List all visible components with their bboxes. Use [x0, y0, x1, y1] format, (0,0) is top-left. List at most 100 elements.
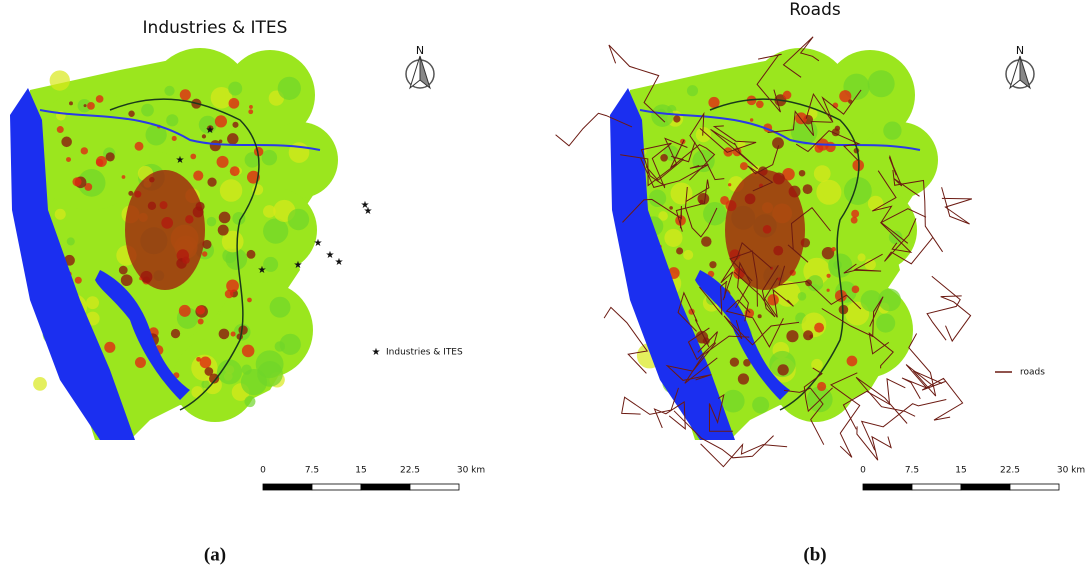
urban-patch [202, 251, 207, 256]
urban-patch [219, 212, 231, 224]
land-cover [811, 359, 823, 371]
urban-patch [210, 140, 221, 151]
land-cover [191, 386, 203, 398]
urban-patch [72, 177, 81, 186]
urban-patch [84, 104, 87, 107]
land-cover [241, 369, 267, 395]
land-cover [798, 292, 807, 301]
land-cover [703, 202, 726, 225]
urban-patch [69, 101, 73, 105]
urban-patch [87, 102, 95, 110]
urban-patch [783, 91, 792, 100]
urban-patch [242, 345, 255, 358]
urban-patch [247, 250, 256, 259]
map-title: Industries & ITES [143, 18, 288, 38]
land-cover [244, 396, 255, 407]
land-cover [263, 218, 288, 243]
urban-patch [227, 133, 238, 144]
urban-patch [247, 298, 252, 303]
urban-patch [851, 217, 858, 224]
urban-patch [57, 126, 64, 133]
land-cover [671, 183, 693, 205]
urban-patch [61, 137, 72, 148]
scale-segment [912, 484, 961, 490]
urban-patch [104, 342, 115, 353]
urban-patch [238, 325, 247, 334]
urban-patch [740, 162, 748, 170]
urban-patch [171, 329, 180, 338]
urban-patch [750, 118, 753, 121]
urban-patch [248, 109, 253, 114]
urban-patch [249, 105, 253, 109]
land-cover [55, 209, 66, 220]
scale-segment [361, 484, 410, 490]
urban-core [125, 170, 205, 290]
legend-label: roads [1020, 368, 1045, 378]
urban-patch [676, 247, 683, 254]
land-cover [207, 217, 217, 227]
land-cover [288, 209, 309, 230]
urban-patch [777, 364, 788, 375]
scale-segment [961, 484, 1010, 490]
scale-label: 0 [860, 466, 866, 476]
urban-patch [831, 247, 836, 252]
industry-marker: ★ [176, 155, 185, 166]
legend-symbol: ★ [372, 347, 381, 358]
urban-patch [698, 193, 710, 205]
scale-label: 22.5 [1000, 466, 1020, 476]
land-cover [220, 179, 243, 202]
urban-patch [179, 305, 191, 317]
urban-patch [669, 206, 673, 210]
land-cover [752, 397, 769, 414]
urban-patch [730, 357, 739, 366]
urban-patch [218, 225, 229, 236]
urban-patch [231, 331, 236, 336]
urban-patch [847, 356, 858, 367]
urban-patch [701, 236, 711, 246]
urban-patch [827, 274, 831, 278]
urban-patch [226, 279, 239, 292]
scale-label: 7.5 [305, 466, 319, 476]
legend-label: Industries & ITES [386, 348, 463, 358]
urban-patch [196, 306, 205, 315]
urban-patch [673, 115, 680, 122]
land-cover [876, 314, 895, 333]
urban-patch [122, 175, 126, 179]
urban-patch [207, 177, 216, 186]
urban-core [725, 170, 805, 290]
land-cover [868, 70, 895, 97]
panel-caption: (b) [803, 544, 826, 565]
land-cover [664, 229, 682, 247]
scale-label: 30 km [457, 466, 485, 476]
industry-marker: ★ [258, 265, 267, 276]
urban-patch [720, 196, 729, 205]
urban-patch [193, 171, 203, 181]
urban-patch [121, 274, 133, 286]
land-cover [263, 205, 276, 218]
urban-patch [660, 154, 668, 162]
land-cover [50, 70, 70, 90]
urban-patch [229, 98, 240, 109]
urban-patch [75, 277, 82, 284]
scale-label: 15 [355, 466, 366, 476]
land-cover [687, 85, 698, 96]
scale-label: 30 km [1057, 466, 1085, 476]
urban-patch [219, 329, 230, 340]
industry-marker: ★ [206, 125, 215, 136]
land-cover [228, 82, 242, 96]
urban-patch [128, 111, 134, 117]
land-cover [858, 253, 866, 261]
urban-patch [200, 357, 212, 369]
urban-patch [756, 100, 764, 108]
land-cover [164, 86, 174, 96]
urban-patch [232, 122, 238, 128]
scale-label: 0 [260, 466, 266, 476]
urban-patch [215, 115, 227, 127]
land-cover [33, 377, 47, 391]
industry-marker: ★ [294, 260, 303, 271]
urban-patch [786, 330, 798, 342]
urban-patch [803, 184, 813, 194]
scale-segment [863, 484, 912, 490]
urban-patch [230, 166, 240, 176]
map-title: Roads [789, 0, 841, 20]
